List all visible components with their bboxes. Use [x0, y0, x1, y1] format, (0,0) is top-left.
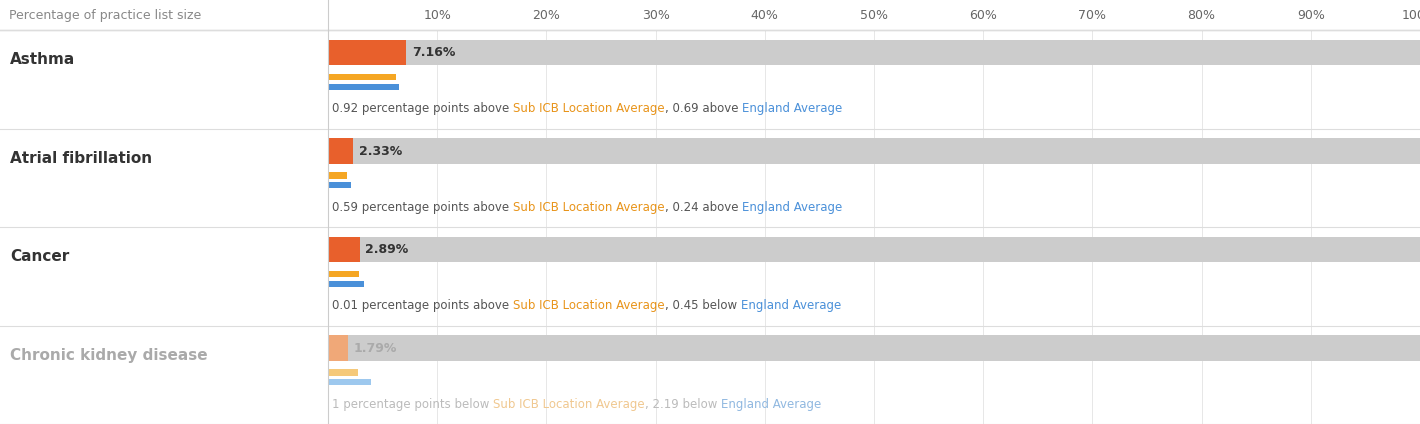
Text: Atrial fibrillation: Atrial fibrillation — [10, 151, 152, 165]
FancyBboxPatch shape — [328, 237, 359, 262]
Text: 1.79%: 1.79% — [354, 342, 396, 354]
Text: 30%: 30% — [642, 8, 670, 22]
Text: 0.92 percentage points above: 0.92 percentage points above — [332, 102, 513, 115]
Text: 2.89%: 2.89% — [365, 243, 409, 256]
Text: , 0.69 above: , 0.69 above — [665, 102, 743, 115]
Text: 70%: 70% — [1078, 8, 1106, 22]
Text: Sub ICB Location Average: Sub ICB Location Average — [513, 102, 665, 115]
Text: Sub ICB Location Average: Sub ICB Location Average — [513, 201, 665, 214]
FancyBboxPatch shape — [0, 326, 1420, 424]
Text: 0.01 percentage points above: 0.01 percentage points above — [332, 299, 513, 312]
Text: 40%: 40% — [751, 8, 778, 22]
FancyBboxPatch shape — [0, 0, 1420, 30]
Text: 100%: 100% — [1402, 8, 1420, 22]
Text: Sub ICB Location Average: Sub ICB Location Average — [513, 299, 665, 312]
Text: 7.16%: 7.16% — [412, 46, 456, 59]
Text: Asthma: Asthma — [10, 52, 75, 67]
Text: Percentage of practice list size: Percentage of practice list size — [9, 8, 200, 22]
Text: 20%: 20% — [532, 8, 561, 22]
Text: England Average: England Average — [743, 102, 842, 115]
Text: 1 percentage points below: 1 percentage points below — [332, 398, 493, 411]
FancyBboxPatch shape — [328, 40, 1420, 65]
FancyBboxPatch shape — [328, 138, 1420, 164]
FancyBboxPatch shape — [328, 182, 351, 189]
FancyBboxPatch shape — [0, 30, 1420, 128]
FancyBboxPatch shape — [328, 40, 406, 65]
Text: Sub ICB Location Average: Sub ICB Location Average — [493, 398, 645, 411]
Text: 2.33%: 2.33% — [359, 145, 402, 158]
FancyBboxPatch shape — [328, 369, 358, 376]
Text: 50%: 50% — [861, 8, 888, 22]
Text: England Average: England Average — [743, 201, 842, 214]
Text: England Average: England Average — [741, 299, 841, 312]
Text: 0.59 percentage points above: 0.59 percentage points above — [332, 201, 513, 214]
Text: 10%: 10% — [423, 8, 452, 22]
FancyBboxPatch shape — [0, 128, 1420, 227]
FancyBboxPatch shape — [328, 335, 348, 361]
FancyBboxPatch shape — [328, 84, 399, 90]
FancyBboxPatch shape — [328, 138, 354, 164]
FancyBboxPatch shape — [328, 173, 346, 179]
FancyBboxPatch shape — [328, 379, 372, 385]
Text: 90%: 90% — [1296, 8, 1325, 22]
FancyBboxPatch shape — [0, 227, 1420, 326]
FancyBboxPatch shape — [328, 335, 1420, 361]
Text: 80%: 80% — [1187, 8, 1216, 22]
Text: 60%: 60% — [970, 8, 997, 22]
FancyBboxPatch shape — [328, 74, 396, 81]
Text: , 0.24 above: , 0.24 above — [665, 201, 743, 214]
FancyBboxPatch shape — [328, 271, 359, 277]
Text: , 0.45 below: , 0.45 below — [665, 299, 741, 312]
FancyBboxPatch shape — [328, 237, 1420, 262]
Text: England Average: England Average — [721, 398, 821, 411]
FancyBboxPatch shape — [328, 281, 365, 287]
Text: Cancer: Cancer — [10, 249, 70, 264]
Text: , 2.19 below: , 2.19 below — [645, 398, 721, 411]
Text: Chronic kidney disease: Chronic kidney disease — [10, 348, 207, 363]
